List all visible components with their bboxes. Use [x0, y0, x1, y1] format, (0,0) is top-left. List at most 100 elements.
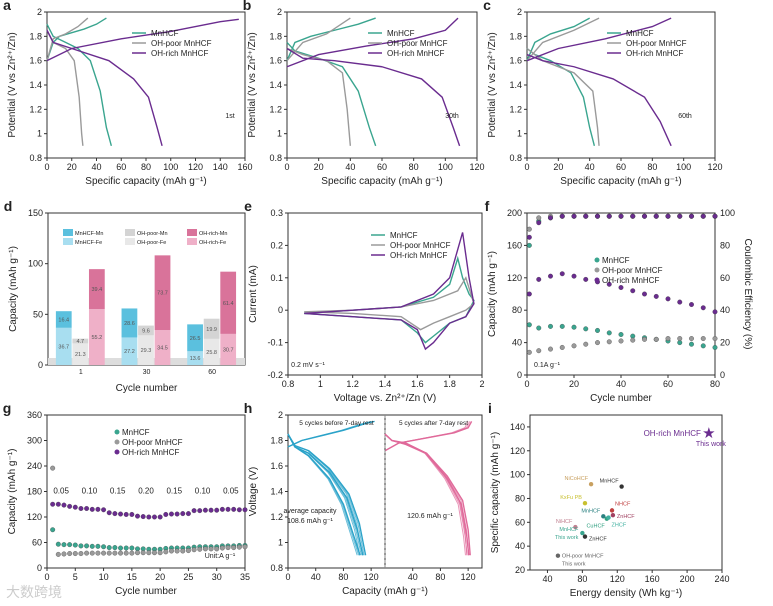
data-point — [146, 550, 152, 556]
bar-label: 29.3 — [141, 348, 152, 354]
y2-tick-label: 40 — [720, 305, 730, 315]
data-point — [242, 544, 248, 550]
x-tick-label: 10 — [99, 572, 109, 582]
data-point — [123, 545, 129, 551]
x-axis-label: Cycle number — [115, 586, 177, 597]
data-point — [536, 215, 542, 221]
rate-label: 0.05 — [53, 487, 69, 496]
y-tick-label: 0.8 — [269, 153, 282, 163]
data-point — [140, 514, 146, 520]
x-tick-label: 20 — [67, 162, 77, 172]
series-line — [286, 17, 376, 61]
data-point — [50, 465, 56, 471]
data-point — [559, 213, 565, 219]
x-tick-label: 15 — [127, 572, 137, 582]
x-axis-label: Specific capacity (mAh g⁻¹) — [321, 176, 442, 187]
bar-label: 13.6 — [190, 356, 201, 362]
y-tick-label: 1.2 — [29, 104, 42, 114]
x-tick-label: 120 — [707, 162, 722, 172]
data-point — [712, 345, 718, 350]
annotation: 0.1A g⁻¹ — [534, 362, 561, 369]
series-line — [526, 17, 672, 62]
data-point — [582, 501, 588, 506]
y-tick-label: 2 — [37, 7, 42, 17]
data-point — [580, 530, 585, 536]
point-sublabel: This work — [696, 441, 726, 448]
data-point — [72, 551, 78, 556]
point-label: MnHCF — [559, 527, 579, 533]
y-tick-label: 1.4 — [270, 487, 283, 497]
subplot-title: 5 cycles after 7-day rest — [399, 420, 468, 427]
y-tick-label: 120 — [507, 273, 522, 283]
legend-swatch — [63, 229, 73, 236]
point-label: NiCoHCF — [565, 476, 589, 482]
bar-segment-fe — [55, 327, 72, 365]
legend-marker — [594, 277, 600, 283]
x-tick-label: 160 — [645, 574, 660, 584]
series-line — [526, 47, 600, 146]
y-axis-label: Current (mA) — [248, 265, 259, 323]
panel-letter: a — [3, 0, 11, 13]
y-tick-label: 1.2 — [269, 104, 282, 114]
bar-label: 61.4 — [223, 301, 234, 307]
data-point — [571, 273, 577, 279]
data-point — [55, 541, 61, 547]
x-tick-label: 0 — [44, 572, 49, 582]
y2-axis-label: Coulombic Efficiency (%) — [742, 239, 753, 350]
data-point — [202, 546, 208, 552]
data-point — [548, 215, 553, 221]
data-point — [700, 213, 706, 219]
point-label: MnHCF — [581, 508, 601, 514]
series-line — [46, 17, 89, 61]
data-point — [101, 550, 107, 556]
data-point — [618, 338, 624, 344]
x-tick-label: 80 — [435, 572, 445, 582]
legend-label: OH-rich MnHCF — [602, 276, 659, 285]
legend-label: OH-rich MnHCF — [387, 49, 444, 58]
x-tick-label: 1.6 — [411, 379, 424, 389]
data-point — [559, 271, 565, 277]
data-point — [609, 508, 615, 513]
legend-label: OH-rich MnHCF — [151, 49, 208, 58]
panel-a: a 0 20 40 60 80 100 120 140 160 0.8 1 1.2 1.4 1.6 1.8 2 S… — [3, 0, 252, 187]
y-tick-label: 1.6 — [269, 56, 282, 66]
data-point — [89, 506, 95, 512]
point-label: NiHCF — [556, 519, 573, 525]
data-point — [571, 213, 577, 219]
data-point — [559, 345, 565, 350]
data-point — [169, 548, 174, 554]
y-tick-label: 0.8 — [509, 153, 522, 163]
y-tick-label: 120 — [510, 446, 525, 456]
data-point — [630, 337, 636, 343]
watermark: 大数跨境 — [6, 585, 62, 601]
point-label: ZHCF — [612, 523, 627, 529]
y-tick-label: 1.8 — [29, 31, 42, 41]
point-label: KxFu PB — [560, 495, 582, 501]
x-tick-label: 140 — [213, 162, 228, 172]
data-point — [67, 542, 73, 548]
x-tick-label: 80 — [577, 574, 587, 584]
legend-label: OH-rich MnHCF — [122, 448, 179, 457]
y-tick-label: 1.2 — [509, 104, 522, 114]
bar-label: 39.4 — [91, 287, 102, 293]
series-line — [384, 421, 469, 452]
panel-d: d 1 30 60 0 50 100 150 Cycle number Capacity (mAh… — [4, 198, 246, 394]
panel-letter: e — [244, 198, 252, 214]
x-tick-label: 120 — [461, 572, 476, 582]
data-point — [548, 346, 553, 352]
x-tick-label: 40 — [585, 162, 595, 172]
data-point — [78, 506, 84, 511]
data-point — [146, 514, 152, 520]
legend-label: OH-rich MnHCF — [626, 49, 683, 58]
y-tick-label: 120 — [27, 512, 42, 522]
data-point — [526, 291, 532, 297]
x-tick-label: 20 — [314, 162, 324, 172]
data-point — [536, 325, 542, 331]
series-line — [304, 255, 475, 344]
series-line — [304, 232, 475, 351]
data-point — [67, 503, 73, 509]
y-tick-label: 360 — [27, 410, 42, 420]
series-line — [304, 276, 475, 331]
data-point — [526, 226, 532, 232]
bar-label: 25.8 — [206, 350, 217, 356]
